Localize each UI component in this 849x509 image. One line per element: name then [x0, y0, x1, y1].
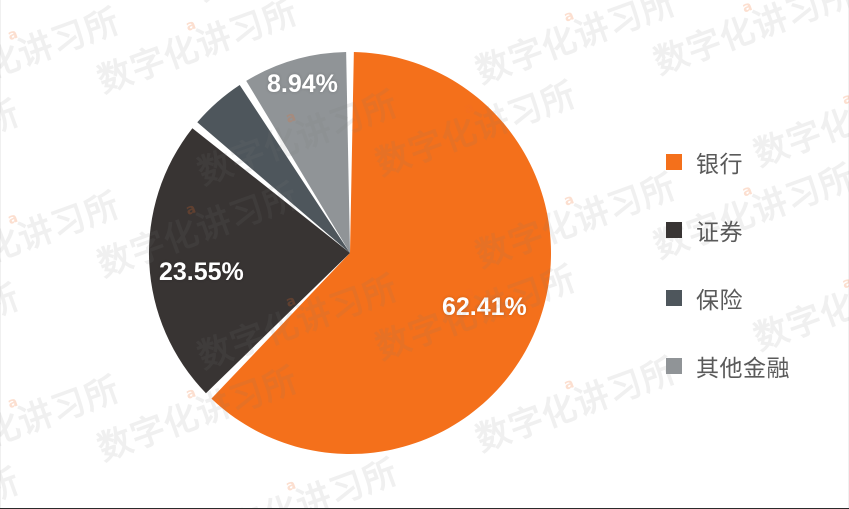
slice-label-other-finance: 8.94%	[267, 70, 338, 98]
legend-item-2[interactable]: 证券	[666, 196, 790, 264]
legend-item-1[interactable]: 银行	[666, 128, 790, 196]
figure-left-border	[0, 0, 1, 508]
legend-item-4[interactable]: 其他金融	[666, 332, 790, 400]
legend-swatch-securities	[666, 222, 682, 238]
legend-item-label: 其他金融	[696, 356, 790, 382]
pie-slice-1[interactable]	[211, 52, 552, 455]
slice-label-bank: 62.41%	[442, 293, 527, 321]
slice-label-securities: 23.55%	[159, 258, 244, 286]
legend-item-label: 保险	[696, 288, 743, 314]
legend-item-3[interactable]: 保险	[666, 264, 790, 332]
legend-swatch-insurance	[666, 290, 682, 306]
legend-item-label: 证券	[696, 220, 743, 246]
legend-swatch-other-finance	[666, 358, 682, 374]
pie-slices-group	[148, 52, 552, 455]
pie-slice-3[interactable]	[197, 84, 350, 253]
legend-swatch-bank	[666, 154, 682, 170]
chart-legend: 银行证券保险其他金融	[666, 128, 790, 400]
pie-svg	[148, 52, 552, 455]
pie-slice-2[interactable]	[148, 128, 350, 394]
pie-slice-4[interactable]	[246, 52, 350, 253]
legend-item-label: 银行	[696, 152, 743, 178]
